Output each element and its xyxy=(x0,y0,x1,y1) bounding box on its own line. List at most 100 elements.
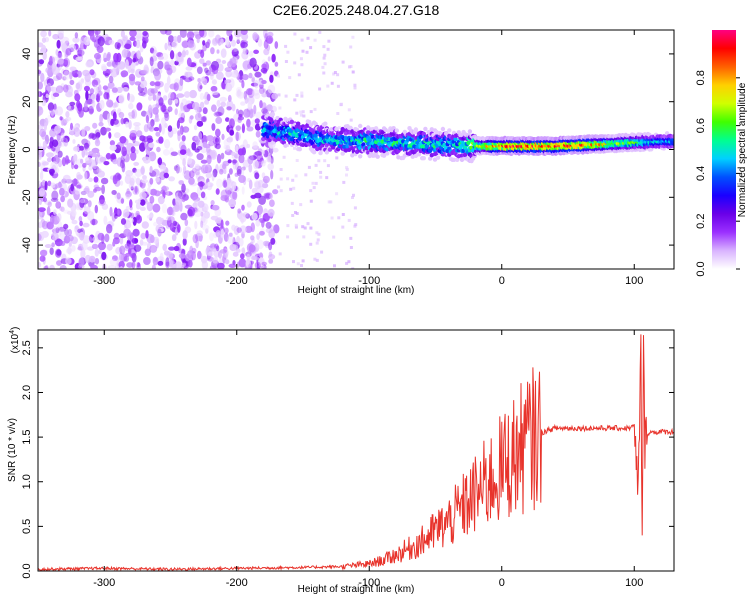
spectrogram-cell xyxy=(291,178,295,182)
spectrogram-cell xyxy=(109,140,115,146)
spectrogram-cell xyxy=(232,251,239,257)
spectrogram-cell xyxy=(55,227,60,234)
spectrogram-cell xyxy=(114,65,119,73)
spectrogram-cell xyxy=(114,101,119,108)
spectrogram-cell xyxy=(347,108,351,112)
spectrogram-cell xyxy=(149,125,155,132)
spectrogram-cell xyxy=(70,183,74,192)
spectrogram-cell xyxy=(261,102,267,111)
spectrogram-cell xyxy=(178,248,186,254)
spectrogram-cell xyxy=(211,65,219,75)
spectrogram-cell xyxy=(161,186,169,191)
spectrogram-cell xyxy=(167,92,175,101)
spectrogram-cell xyxy=(326,47,330,51)
spectrogram-cell xyxy=(134,81,141,86)
spectrogram-cell xyxy=(38,81,43,90)
spectrogram-cell xyxy=(167,44,172,52)
spectrogram-cell xyxy=(100,177,109,185)
spectrogram-cell xyxy=(258,230,265,236)
spectrogram-cell xyxy=(373,140,379,145)
spectrogram-cell xyxy=(133,185,139,193)
spectrogram-cell xyxy=(140,165,145,176)
spectrogram-cell xyxy=(250,235,255,241)
spectrogram-cell xyxy=(249,57,257,68)
spectrogram-cell xyxy=(51,190,59,201)
spectrogram-cell xyxy=(182,158,186,167)
spectrogram-cell xyxy=(73,127,81,137)
spectrogram-cell xyxy=(44,180,48,191)
spectrogram-cell xyxy=(205,228,209,234)
spectrogram-cell xyxy=(149,165,153,174)
spectrogram-cell xyxy=(173,35,178,43)
spectrogram-cell xyxy=(67,104,71,110)
spectrogram-cell xyxy=(300,91,304,95)
spectrogram-cell xyxy=(312,186,316,190)
spectrogram-cell xyxy=(210,72,214,80)
spectrogram-cell xyxy=(210,47,215,55)
spectrogram-cell xyxy=(299,57,303,61)
spectrogram-cell xyxy=(302,114,306,118)
spectrogram-cell xyxy=(51,61,57,69)
spectrogram-cell xyxy=(265,221,272,229)
spectrogram-cell xyxy=(119,245,126,255)
spectrogram-cell xyxy=(60,206,65,212)
spectrogram-cell xyxy=(124,174,132,185)
spectrogram-cell xyxy=(323,121,328,126)
spectrogram-cell xyxy=(266,31,274,38)
spectrogram-cell xyxy=(242,60,251,70)
spectrogram-cell xyxy=(99,113,103,124)
spectrogram-cell xyxy=(101,65,107,72)
spectrogram-cell xyxy=(206,93,211,102)
spectrogram-cell xyxy=(167,106,173,112)
spectrogram-cell xyxy=(125,193,131,200)
spectrogram-cell xyxy=(353,86,357,90)
spectrogram-cell xyxy=(227,136,234,143)
spectrogram-cell xyxy=(358,123,363,129)
spectrogram-cell xyxy=(261,108,268,114)
spectrogram-cell xyxy=(241,186,245,195)
snr-y-ticks: 0.0 0.5 1.0 1.5 2.0 2.5 xyxy=(21,340,674,579)
spectrogram-cell xyxy=(51,242,55,248)
spectrogram-cell xyxy=(261,172,266,179)
spectrogram-cell xyxy=(129,30,137,38)
spectrogram-cell xyxy=(41,230,49,238)
spectrogram-cell xyxy=(116,86,123,94)
spectrogram-cell xyxy=(261,178,268,184)
spectrogram-cell xyxy=(246,143,250,149)
spectrogram-cell xyxy=(108,39,115,45)
spectrogram-cell xyxy=(215,116,223,124)
spectrogram-cell xyxy=(62,76,67,81)
spectrogram-cell xyxy=(73,164,79,170)
spectrogram-cell xyxy=(157,195,165,205)
spectrogram-cell xyxy=(222,163,227,170)
spectrogram-cell xyxy=(315,231,319,235)
spectrogram-cell xyxy=(65,257,72,265)
spectrogram-cell xyxy=(142,40,147,49)
spectrogram-cell xyxy=(295,159,299,162)
spectrogram-cell xyxy=(96,45,104,54)
spectrogram-cell xyxy=(435,155,441,160)
spectrogram-cell xyxy=(120,30,125,38)
spectrogram-cell xyxy=(261,93,268,98)
spectrogram-cell xyxy=(201,203,209,213)
spectrogram-cell xyxy=(353,206,357,210)
spectrogram-cell xyxy=(200,116,207,122)
snr-x-tick-label: 100 xyxy=(625,577,643,589)
spectrogram-cell xyxy=(127,248,132,255)
spectrogram-cell xyxy=(47,114,51,123)
spectrogram-cell xyxy=(352,193,355,197)
spectrogram-cell xyxy=(299,203,303,207)
spectrogram-cell xyxy=(135,202,141,210)
spectrogram-cell xyxy=(150,88,158,94)
spectrogram-cell xyxy=(167,98,173,106)
spectrogram-cell xyxy=(145,146,151,156)
spectrogram-cell xyxy=(171,234,177,242)
spectrogram-cell xyxy=(290,201,294,205)
spectrogram-cell xyxy=(215,128,221,137)
spectrogram-cell xyxy=(297,73,301,77)
spectrogram-cell xyxy=(299,110,303,114)
spectrogram-cell xyxy=(219,168,224,175)
spectrogram-cell xyxy=(114,213,118,219)
spectrogram-cell xyxy=(124,243,131,249)
spectrogram-cell xyxy=(44,244,52,248)
